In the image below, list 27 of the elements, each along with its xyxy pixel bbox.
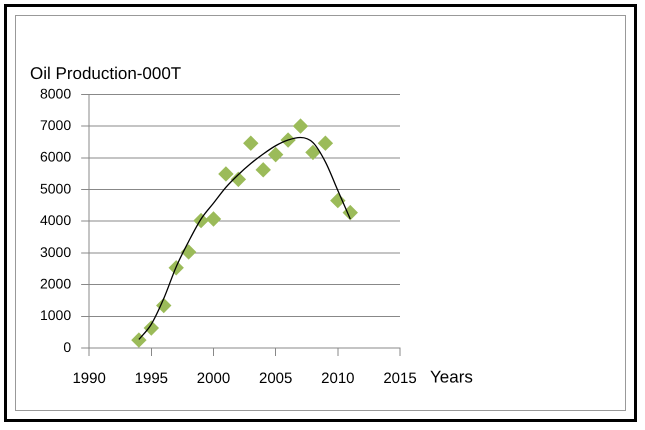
x-tick-label: 2015 [383,370,417,388]
y-tick-label: 2000 [40,275,72,292]
point [293,118,308,134]
point [206,211,221,226]
x-tick-label: 1990 [72,370,106,388]
x-axis-title: Years [430,368,473,387]
y-tick-label: 4000 [40,212,72,228]
x-tick-label: 1995 [134,370,168,388]
chart-title: Oil Production-000T [30,64,182,83]
point [256,162,271,178]
point [243,136,258,151]
point [218,166,234,182]
y-tick-label: 6000 [40,148,72,165]
x-tick-label: 2005 [258,370,292,388]
x-tick-label: 2010 [321,370,355,388]
x-tick-label: 2000 [196,370,230,388]
point [268,147,284,162]
y-tick-label: 1000 [40,307,72,324]
point [318,136,333,151]
y-tick-label: 5000 [40,180,72,196]
point [181,244,196,260]
point [131,332,146,348]
point [305,144,320,160]
y-tick-label: 8000 [40,85,72,102]
y-tick-label: 7000 [40,116,72,133]
y-tick-label: 0 [63,338,72,355]
y-tick-label: 3000 [40,244,72,260]
